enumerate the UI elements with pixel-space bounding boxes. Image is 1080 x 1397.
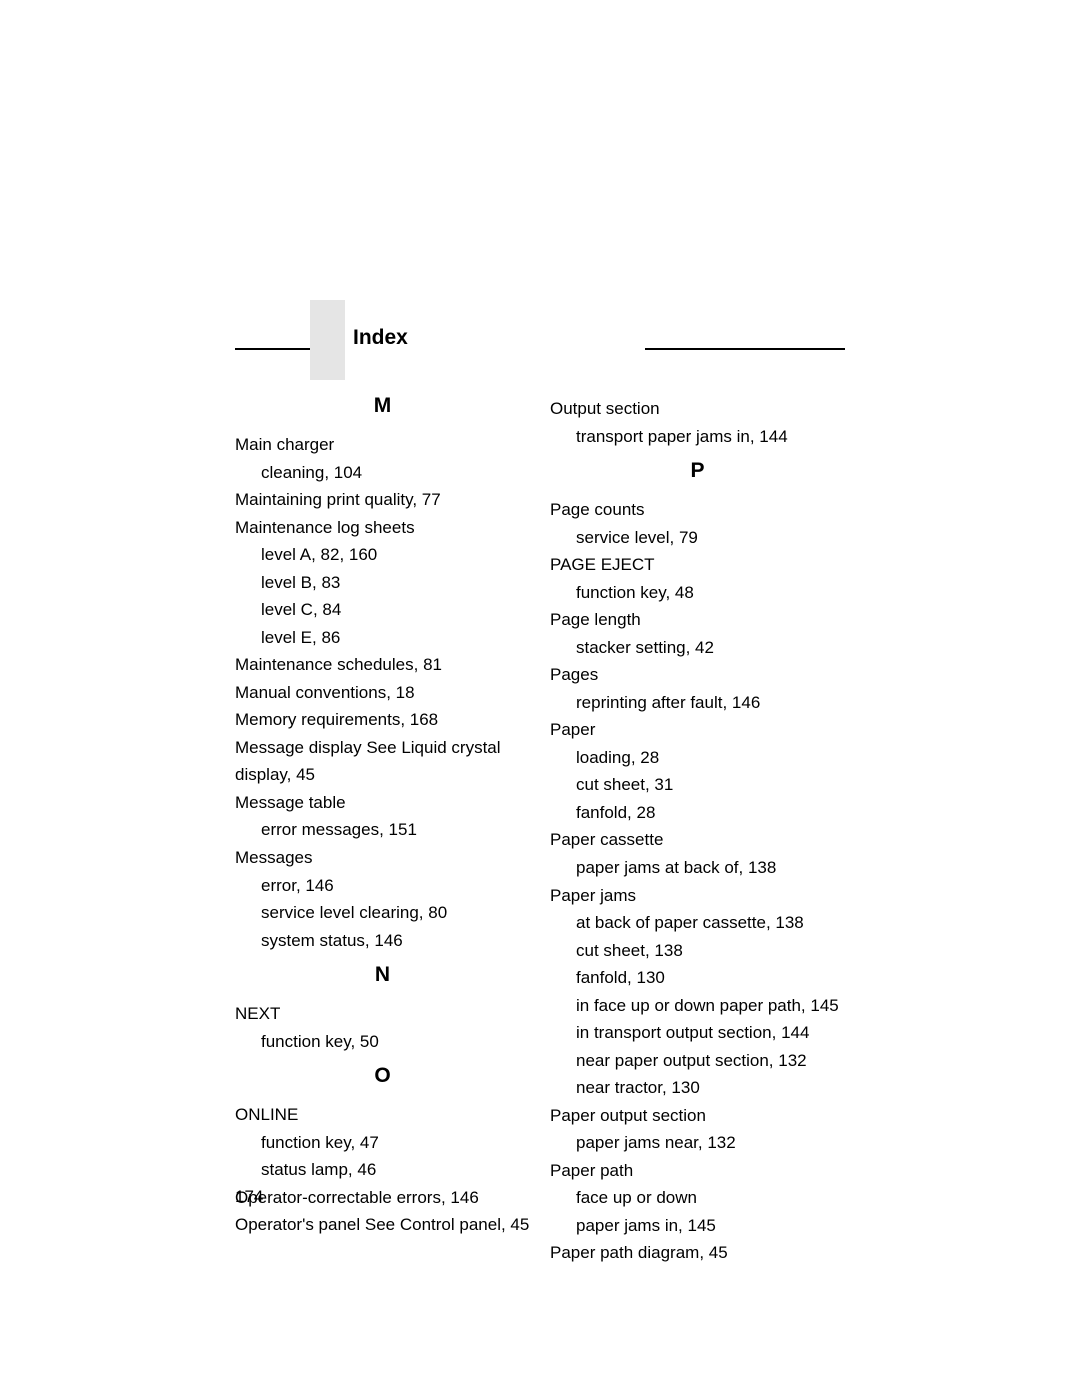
index-entry: paper jams in, 145 <box>576 1212 845 1240</box>
index-entry: Paper output section <box>550 1102 845 1130</box>
index-entry: Paper <box>550 716 845 744</box>
index-entry: at back of paper cassette, 138 <box>576 909 845 937</box>
header-tab <box>310 300 345 380</box>
spacer <box>550 385 845 395</box>
index-entry: level C, 84 <box>261 596 530 624</box>
index-entry: paper jams at back of, 138 <box>576 854 845 882</box>
rule-right <box>645 348 845 350</box>
index-entry: fanfold, 28 <box>576 799 845 827</box>
section-letter-o: O <box>235 1059 530 1093</box>
index-entry: Maintaining print quality, 77 <box>235 486 530 514</box>
index-entry: Memory requirements, 168 <box>235 706 530 734</box>
index-entry: Main charger <box>235 431 530 459</box>
index-entry: Maintenance log sheets <box>235 514 530 542</box>
index-entry: Page length <box>550 606 845 634</box>
index-entry: transport paper jams in, 144 <box>576 423 845 451</box>
index-entry: Pages <box>550 661 845 689</box>
index-entry: function key, 48 <box>576 579 845 607</box>
index-entry: Operator's panel See Control panel, 45 <box>235 1211 530 1239</box>
index-entry: ONLINE <box>235 1101 530 1129</box>
index-entry: cut sheet, 138 <box>576 937 845 965</box>
index-entry: service level, 79 <box>576 524 845 552</box>
index-entry: error, 146 <box>261 872 530 900</box>
index-entry: cut sheet, 31 <box>576 771 845 799</box>
index-entry: Paper cassette <box>550 826 845 854</box>
index-entry: Messages <box>235 844 530 872</box>
index-entry: in face up or down paper path, 145 <box>576 992 845 1020</box>
index-entry: Paper path <box>550 1157 845 1185</box>
index-entry: function key, 50 <box>261 1028 530 1056</box>
index-entry: fanfold, 130 <box>576 964 845 992</box>
index-entry: Page counts <box>550 496 845 524</box>
column-right: Output section transport paper jams in, … <box>550 385 845 1267</box>
index-entry: error messages, 151 <box>261 816 530 844</box>
index-entry: cleaning, 104 <box>261 459 530 487</box>
column-left: M Main charger cleaning, 104 Maintaining… <box>235 385 530 1267</box>
index-entry: system status, 146 <box>261 927 530 955</box>
index-entry: reprinting after fault, 146 <box>576 689 845 717</box>
index-entry: level A, 82, 160 <box>261 541 530 569</box>
index-entry: Paper jams <box>550 882 845 910</box>
index-entry: level E, 86 <box>261 624 530 652</box>
index-entry: NEXT <box>235 1000 530 1028</box>
index-entry: stacker setting, 42 <box>576 634 845 662</box>
index-entry: near paper output section, 132 <box>576 1047 845 1075</box>
section-letter-n: N <box>235 958 530 992</box>
index-entry: level B, 83 <box>261 569 530 597</box>
index-entry: function key, 47 <box>261 1129 530 1157</box>
page: Index M Main charger cleaning, 104 Maint… <box>0 0 1080 1397</box>
index-entry: Message display See Liquid crystal <box>235 734 530 762</box>
section-letter-m: M <box>235 389 530 423</box>
index-entry: Maintenance schedules, 81 <box>235 651 530 679</box>
index-entry: PAGE EJECT <box>550 551 845 579</box>
index-entry: Paper path diagram, 45 <box>550 1239 845 1267</box>
section-letter-p: P <box>550 454 845 488</box>
index-entry: loading, 28 <box>576 744 845 772</box>
index-entry: paper jams near, 132 <box>576 1129 845 1157</box>
page-title: Index <box>353 326 408 350</box>
rule-left <box>235 348 310 350</box>
index-entry: Output section <box>550 395 845 423</box>
index-entry: status lamp, 46 <box>261 1156 530 1184</box>
index-columns: M Main charger cleaning, 104 Maintaining… <box>235 385 845 1267</box>
index-entry: display, 45 <box>235 761 530 789</box>
index-entry: Message table <box>235 789 530 817</box>
index-entry: Manual conventions, 18 <box>235 679 530 707</box>
page-number: 174 <box>235 1187 263 1207</box>
index-entry: in transport output section, 144 <box>576 1019 845 1047</box>
index-entry: face up or down <box>576 1184 845 1212</box>
index-entry: Operator-correctable errors, 146 <box>235 1184 530 1212</box>
index-entry: near tractor, 130 <box>576 1074 845 1102</box>
index-entry: service level clearing, 80 <box>261 899 530 927</box>
